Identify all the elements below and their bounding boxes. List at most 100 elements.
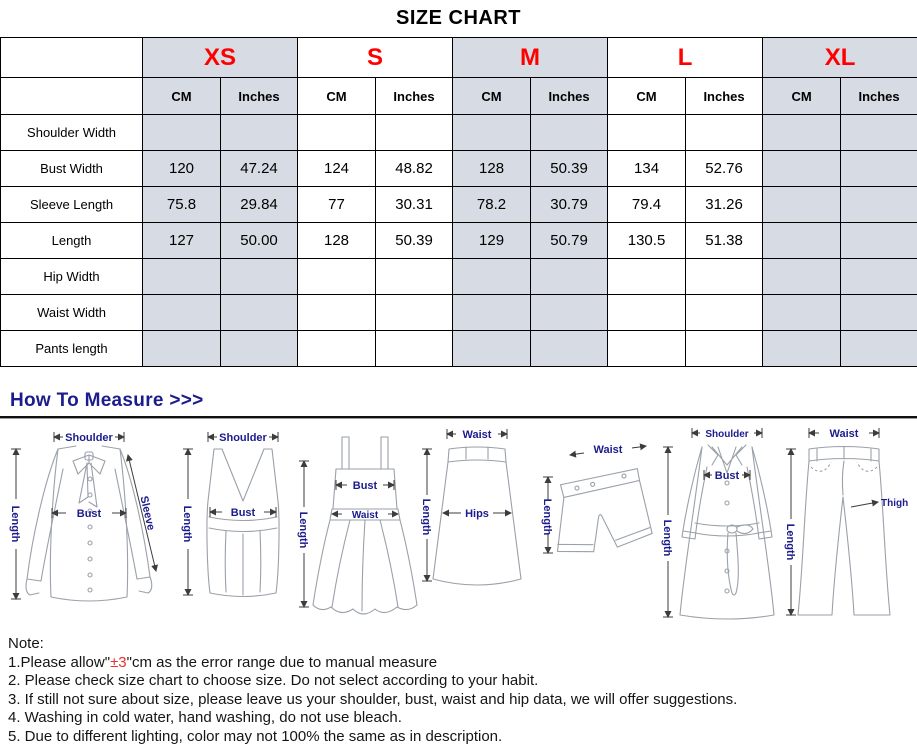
table-row-length: Length 127 50.00 128 50.39 129 50.79 130… [0,222,917,259]
value-cell [762,186,842,223]
table-row-bust-width: Bust Width 120 47.24 124 48.82 128 50.39… [0,150,917,187]
table-row-sleeve-length: Sleeve Length 75.8 29.84 77 30.31 78.2 3… [0,186,917,223]
pants-waist-label: Waist [829,428,858,440]
size-header-xl: XL [762,37,917,78]
figure-blouse: Shoulder Bust Length Sleeve [9,432,158,602]
value-cell [530,258,609,295]
value-cell [685,258,764,295]
value-cell [297,114,377,151]
figure-dress: Bust Waist Length [297,436,418,615]
size-header-s: S [297,37,454,78]
unit-header: CM [607,77,687,115]
value-cell [452,258,532,295]
value-cell [762,114,842,151]
note-1-suffix: "cm as the error range due to manual mea… [126,653,438,671]
value-cell: 78.2 [452,186,532,223]
row-label: Sleeve Length [0,186,143,223]
value-cell [840,258,917,295]
size-header-m: M [452,37,609,78]
skirt-hips-label: Hips [465,508,489,520]
unit-header: CM [762,77,842,115]
size-header-l: L [607,37,764,78]
value-cell [685,294,764,331]
dress-bust-label: Bust [353,480,378,492]
value-cell: 50.39 [375,222,454,259]
blouse-shoulder-label: Shoulder [65,432,113,444]
table-row-shoulder-width: Shoulder Width [0,114,917,151]
value-cell: 129 [452,222,532,259]
dress-waist-label: Waist [352,510,379,521]
shorts-length-label: Length [541,499,553,536]
value-cell: 47.24 [219,150,299,187]
tank-shoulder-label: Shoulder [219,432,267,444]
tank-bust-label: Bust [230,507,255,519]
page-title: SIZE CHART [396,7,521,29]
unit-header: CM [452,77,532,115]
value-cell [219,258,299,295]
value-cell [762,294,842,331]
value-cell [297,330,377,367]
value-cell [530,114,609,151]
value-cell: 124 [297,150,377,187]
value-cell [142,114,221,151]
row-label: Bust Width [0,150,143,187]
figure-skirt: Waist Hips Length [421,429,522,586]
value-cell: 75.8 [142,186,221,223]
table-row-pants-length: Pants length [0,330,917,367]
row-label: Shoulder Width [0,114,143,151]
value-cell: 128 [297,222,377,259]
value-cell [297,258,377,295]
unit-header: Inches [685,77,764,115]
value-cell [219,114,299,151]
value-cell [762,330,842,367]
value-cell [375,330,454,367]
value-cell [685,330,764,367]
corner-cell [0,37,143,78]
coat-shoulder-label: Shoulder [706,429,749,440]
value-cell [375,294,454,331]
notes-section: Note: 1.Please allow"±3"cm as the error … [0,635,917,747]
value-cell: 51.38 [685,222,764,259]
value-cell [762,222,842,259]
unit-header: Inches [219,77,299,115]
unit-header: CM [142,77,221,115]
value-cell [607,330,687,367]
blouse-length-label: Length [9,506,21,543]
corner-cell [0,77,143,115]
row-label: Pants length [0,330,143,367]
row-label: Length [0,222,143,259]
value-cell: 29.84 [219,186,299,223]
value-cell [375,114,454,151]
unit-header: Inches [530,77,609,115]
row-label: Hip Width [0,258,143,295]
blouse-sleeve-label: Sleeve [137,495,157,532]
note-line-5: 5. Due to different lighting, color may … [8,727,503,745]
value-cell: 30.79 [530,186,609,223]
figure-tank-top: Shoulder Bust Length [181,432,280,598]
how-to-measure-heading: How To Measure >>> [10,390,204,411]
value-cell [375,258,454,295]
value-cell: 77 [297,186,377,223]
note-1-prefix: 1.Please allow" [8,653,111,671]
value-cell: 50.39 [530,150,609,187]
value-cell: 31.26 [685,186,764,223]
section-divider [0,416,917,419]
value-cell: 79.4 [607,186,687,223]
unit-header: Inches [840,77,917,115]
value-cell: 30.31 [375,186,454,223]
value-cell [840,330,917,367]
value-cell [762,150,842,187]
figure-shorts: Waist Length [541,443,653,554]
coat-length-label: Length [661,520,673,557]
value-cell [607,294,687,331]
figure-coat: Shoulder Bust Length [661,428,775,620]
value-cell: 50.00 [219,222,299,259]
value-cell [607,114,687,151]
blouse-bust-label: Bust [77,508,102,520]
value-cell: 127 [142,222,221,259]
value-cell [530,294,609,331]
note-1-highlight: ±3 [110,653,127,671]
value-cell [297,294,377,331]
size-chart-table: XS S M L XL CM Inches CM Inches CM Inche… [0,37,917,367]
value-cell: 52.76 [685,150,764,187]
